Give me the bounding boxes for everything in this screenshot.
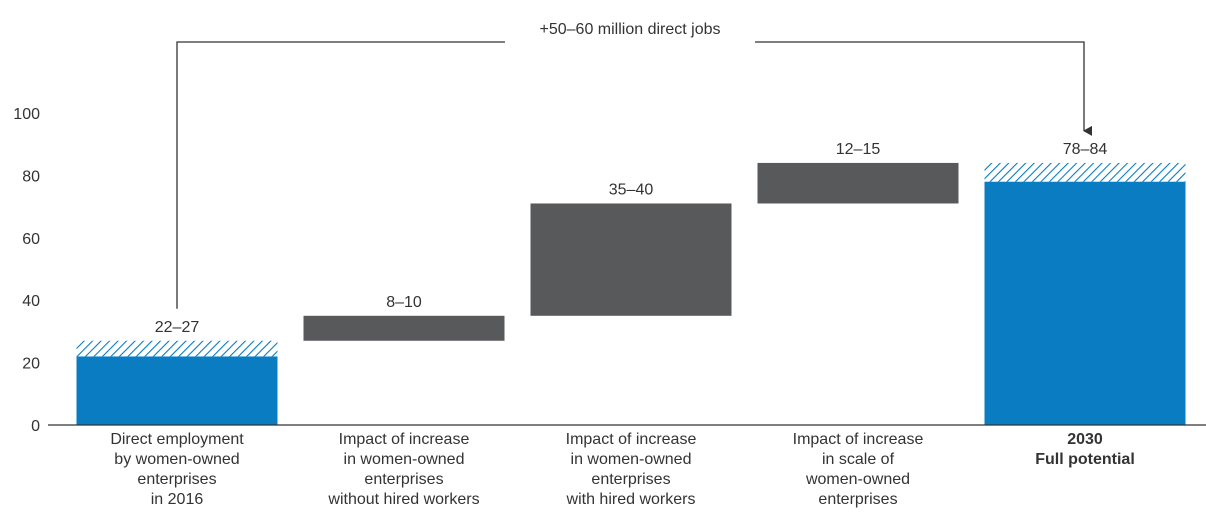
y-tick-label: 60 — [22, 231, 40, 248]
data-label: 78–84 — [1063, 141, 1108, 158]
step-bar — [757, 162, 959, 204]
range-hatch — [984, 162, 1186, 182]
data-label: 22–27 — [155, 319, 200, 336]
data-label: 8–10 — [386, 294, 422, 311]
annotation-bracket: +50–60 million direct jobs — [176, 21, 1092, 309]
annotation-background — [505, 28, 755, 54]
bars-group — [76, 162, 1186, 425]
y-axis: 0 20 40 60 80 100 — [13, 106, 40, 435]
data-labels: 22–27 8–10 35–40 12–15 78–84 — [155, 141, 1108, 336]
category-label: 2030 Full potential — [1035, 431, 1135, 468]
y-tick-label: 0 — [31, 418, 40, 435]
y-tick-label: 80 — [22, 168, 40, 185]
category-label: Impact of increase in women-owned enterp… — [565, 431, 697, 508]
step-bar — [530, 203, 732, 316]
data-label: 35–40 — [609, 181, 654, 198]
y-tick-label: 40 — [22, 293, 40, 310]
total-bar — [984, 181, 1186, 425]
step-bar — [303, 315, 505, 341]
data-label: 12–15 — [836, 141, 881, 158]
annotation-label: +50–60 million direct jobs — [540, 21, 721, 38]
category-label: Impact of increase in scale of women-own… — [792, 431, 924, 508]
y-tick-label: 100 — [13, 106, 40, 123]
y-tick-label: 20 — [22, 356, 40, 373]
range-hatch — [76, 340, 278, 357]
category-label: Impact of increase in women-owned enterp… — [328, 431, 480, 508]
total-bar — [76, 356, 278, 425]
category-label: Direct employment by women-owned enterpr… — [110, 431, 244, 508]
